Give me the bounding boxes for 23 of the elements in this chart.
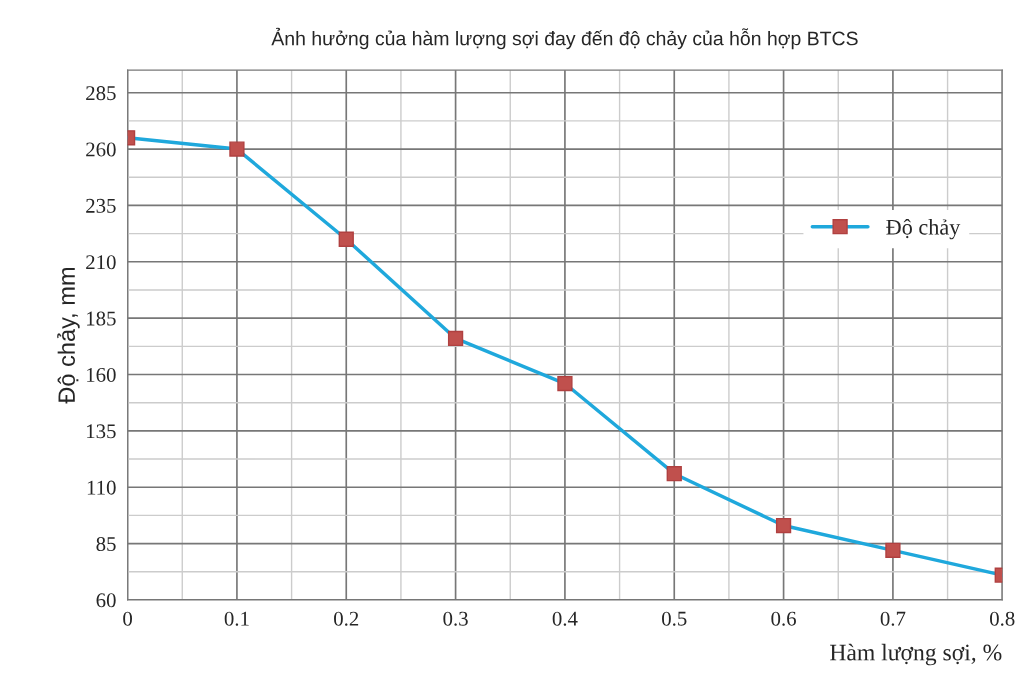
- y-tick-label: 135: [87, 424, 116, 439]
- legend-label: Độ chảy: [886, 219, 961, 240]
- x-tick-label: 0.7: [880, 611, 906, 626]
- y-tick-label: 60: [96, 593, 116, 608]
- y-tick-label: 260: [86, 142, 116, 157]
- y-tick-label: 160: [87, 367, 116, 382]
- y-tick-label: 85: [96, 536, 116, 552]
- y-axis-title: Độ chảy, mm: [57, 267, 80, 404]
- x-tick-label: 0: [123, 611, 133, 626]
- y-tick-label: 235: [86, 198, 116, 213]
- x-tick-label: 0.6: [771, 611, 796, 626]
- x-tick-label: 0.4: [552, 611, 578, 626]
- chart-title: Ảnh hưởng của hàm lượng sợi đay đến độ chảy của hỗn hợp BTCS: [271, 27, 858, 50]
- x-axis-title: Hàm lượng sợi, %: [830, 643, 1002, 666]
- x-tick-label: 0.2: [334, 611, 359, 626]
- y-tick-label: 210: [86, 255, 116, 270]
- y-tick-label: 285: [86, 86, 116, 101]
- x-tick-label: 0.3: [443, 611, 468, 626]
- x-tick-label: 0.8: [990, 611, 1015, 626]
- x-tick-label: 0.5: [662, 611, 687, 626]
- y-tick-label: 185: [87, 311, 116, 326]
- x-tick-label: 0.1: [224, 611, 249, 626]
- y-tick-label: 110: [87, 480, 116, 495]
